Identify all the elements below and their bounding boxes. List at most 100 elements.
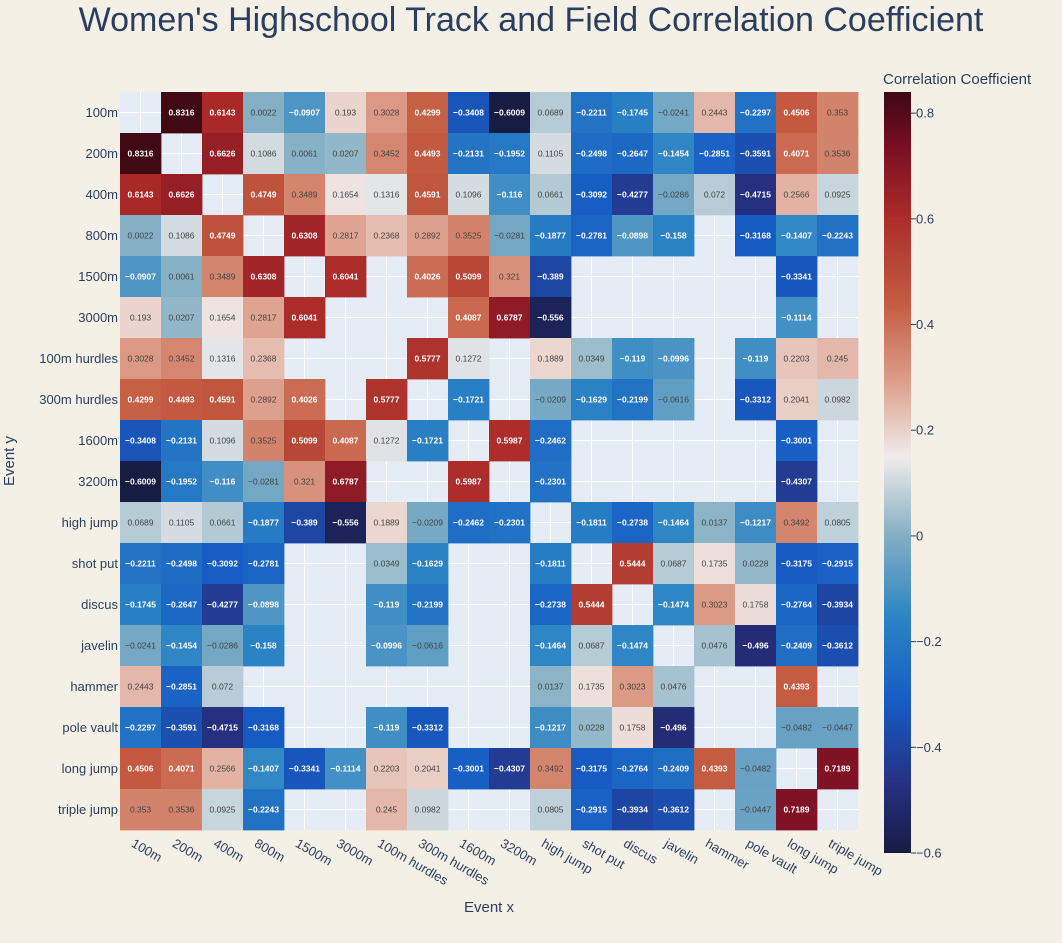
heatmap-cell[interactable] (694, 133, 736, 175)
heatmap-cell[interactable] (776, 338, 818, 380)
heatmap-cell[interactable] (612, 215, 654, 257)
heatmap-cell[interactable] (284, 461, 326, 503)
heatmap-cell[interactable] (571, 748, 613, 790)
heatmap-cell[interactable] (366, 584, 408, 626)
heatmap-cell[interactable] (612, 707, 654, 749)
heatmap-cell[interactable] (366, 707, 408, 749)
heatmap-cell[interactable] (202, 584, 244, 626)
heatmap-cell[interactable] (817, 707, 859, 749)
heatmap-cell[interactable] (407, 707, 449, 749)
heatmap-cell[interactable] (612, 133, 654, 175)
heatmap-cell[interactable] (694, 92, 736, 134)
heatmap-cell[interactable] (366, 789, 408, 831)
heatmap-cell[interactable] (694, 174, 736, 216)
heatmap-cell[interactable] (530, 543, 572, 585)
heatmap-cell[interactable] (366, 92, 408, 134)
heatmap-cell[interactable] (776, 215, 818, 257)
heatmap-cell[interactable] (653, 543, 695, 585)
heatmap-cell[interactable] (407, 543, 449, 585)
heatmap-cell[interactable] (571, 174, 613, 216)
heatmap-cell[interactable] (530, 420, 572, 462)
heatmap-cell[interactable] (612, 92, 654, 134)
heatmap-cell[interactable] (448, 297, 490, 339)
heatmap-cell[interactable] (284, 420, 326, 462)
heatmap-cell[interactable] (489, 133, 531, 175)
heatmap-cell[interactable] (243, 543, 285, 585)
heatmap-cell[interactable] (530, 666, 572, 708)
heatmap-cell[interactable] (202, 625, 244, 667)
heatmap-cell[interactable] (530, 789, 572, 831)
heatmap-cell[interactable] (776, 543, 818, 585)
heatmap-cell[interactable] (243, 133, 285, 175)
heatmap-cell[interactable] (571, 338, 613, 380)
heatmap-cell[interactable] (776, 92, 818, 134)
heatmap-cell[interactable] (284, 297, 326, 339)
heatmap-cell[interactable] (694, 502, 736, 544)
heatmap-cell[interactable] (571, 789, 613, 831)
heatmap-cell[interactable] (571, 215, 613, 257)
heatmap-cell[interactable] (489, 215, 531, 257)
heatmap-cell[interactable] (407, 256, 449, 298)
heatmap-cell[interactable] (776, 297, 818, 339)
heatmap-cell[interactable] (653, 502, 695, 544)
heatmap-cell[interactable] (325, 502, 367, 544)
heatmap-cell[interactable] (735, 748, 777, 790)
heatmap-cell[interactable] (489, 748, 531, 790)
heatmap-cell[interactable] (653, 133, 695, 175)
heatmap-cell[interactable] (407, 133, 449, 175)
heatmap-cell[interactable] (653, 748, 695, 790)
heatmap-cell[interactable] (448, 92, 490, 134)
heatmap-cell[interactable] (489, 502, 531, 544)
heatmap-cell[interactable] (817, 215, 859, 257)
heatmap-cell[interactable] (776, 256, 818, 298)
heatmap-cell[interactable] (161, 666, 203, 708)
heatmap-cell[interactable] (776, 420, 818, 462)
heatmap-cell[interactable] (530, 379, 572, 421)
heatmap-cell[interactable] (161, 338, 203, 380)
heatmap-cell[interactable] (612, 338, 654, 380)
heatmap-cell[interactable] (735, 625, 777, 667)
heatmap-cell[interactable] (817, 748, 859, 790)
heatmap-cell[interactable] (161, 502, 203, 544)
heatmap-cell[interactable] (448, 256, 490, 298)
heatmap-cell[interactable] (653, 379, 695, 421)
heatmap-cell[interactable] (120, 297, 162, 339)
heatmap-cell[interactable] (776, 174, 818, 216)
heatmap-cell[interactable] (817, 174, 859, 216)
heatmap-cell[interactable] (284, 502, 326, 544)
heatmap-cell[interactable] (776, 379, 818, 421)
heatmap-cell[interactable] (161, 625, 203, 667)
heatmap-cell[interactable] (653, 789, 695, 831)
heatmap-cell[interactable] (202, 92, 244, 134)
heatmap-cell[interactable] (653, 666, 695, 708)
heatmap-cell[interactable] (120, 215, 162, 257)
heatmap-cell[interactable] (202, 133, 244, 175)
heatmap-cell[interactable] (202, 338, 244, 380)
heatmap-cell[interactable] (366, 502, 408, 544)
heatmap-cell[interactable] (489, 420, 531, 462)
heatmap-cell[interactable] (653, 707, 695, 749)
heatmap-cell[interactable] (776, 707, 818, 749)
heatmap-cell[interactable] (735, 174, 777, 216)
heatmap-cell[interactable] (202, 666, 244, 708)
heatmap-cell[interactable] (243, 748, 285, 790)
heatmap-cell[interactable] (120, 789, 162, 831)
heatmap-cell[interactable] (243, 174, 285, 216)
heatmap-cell[interactable] (120, 502, 162, 544)
heatmap-cell[interactable] (530, 584, 572, 626)
heatmap-cell[interactable] (571, 666, 613, 708)
heatmap-cell[interactable] (284, 748, 326, 790)
heatmap-cell[interactable] (366, 543, 408, 585)
heatmap-cell[interactable] (202, 789, 244, 831)
heatmap-cell[interactable] (448, 215, 490, 257)
heatmap-cell[interactable] (653, 584, 695, 626)
heatmap-cell[interactable] (120, 420, 162, 462)
heatmap-cell[interactable] (448, 133, 490, 175)
heatmap-cell[interactable] (366, 625, 408, 667)
heatmap-cell[interactable] (612, 174, 654, 216)
heatmap-cell[interactable] (571, 502, 613, 544)
heatmap-cell[interactable] (366, 174, 408, 216)
heatmap-cell[interactable] (612, 502, 654, 544)
heatmap-cell[interactable] (776, 666, 818, 708)
heatmap-cell[interactable] (161, 174, 203, 216)
